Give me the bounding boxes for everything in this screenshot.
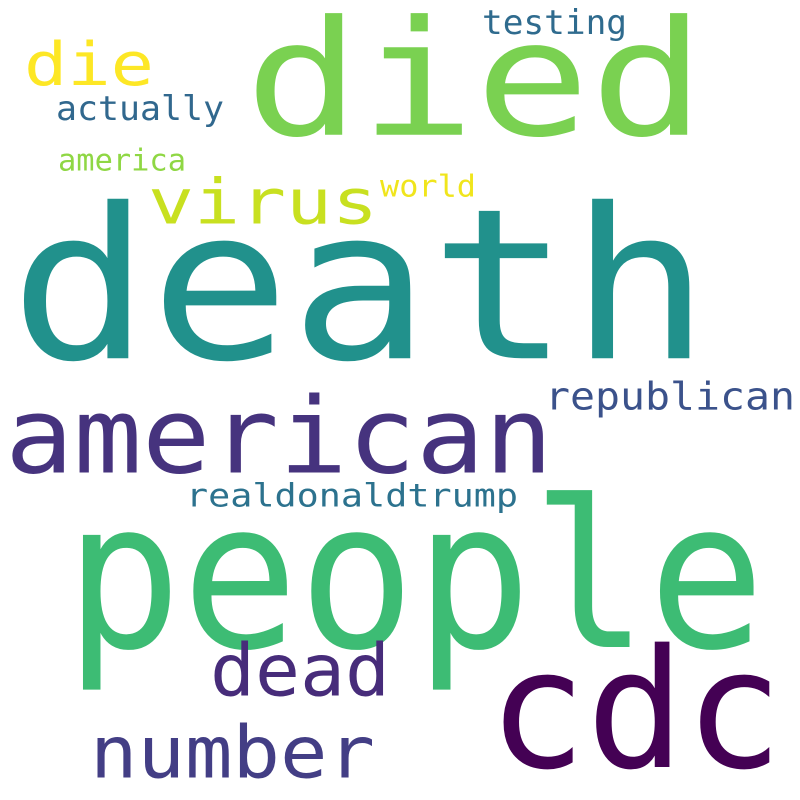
word-cdc: cdc [488,613,783,800]
word-america: america [58,143,186,179]
word-dead: dead [210,629,390,714]
word-number: number [90,711,375,796]
word-realdonaldtrump: realdonaldtrump [186,476,518,514]
word-american: american [5,375,553,498]
word-actually: actually [56,89,224,129]
word-testing: testing [482,3,627,43]
word-republican: republican [545,373,795,419]
word-die: die [24,29,154,100]
word-died: died [245,0,705,173]
word-people: people [65,457,765,697]
word-death: death [10,164,710,409]
word-world: world [380,169,476,205]
word-virus: virus [148,166,378,239]
